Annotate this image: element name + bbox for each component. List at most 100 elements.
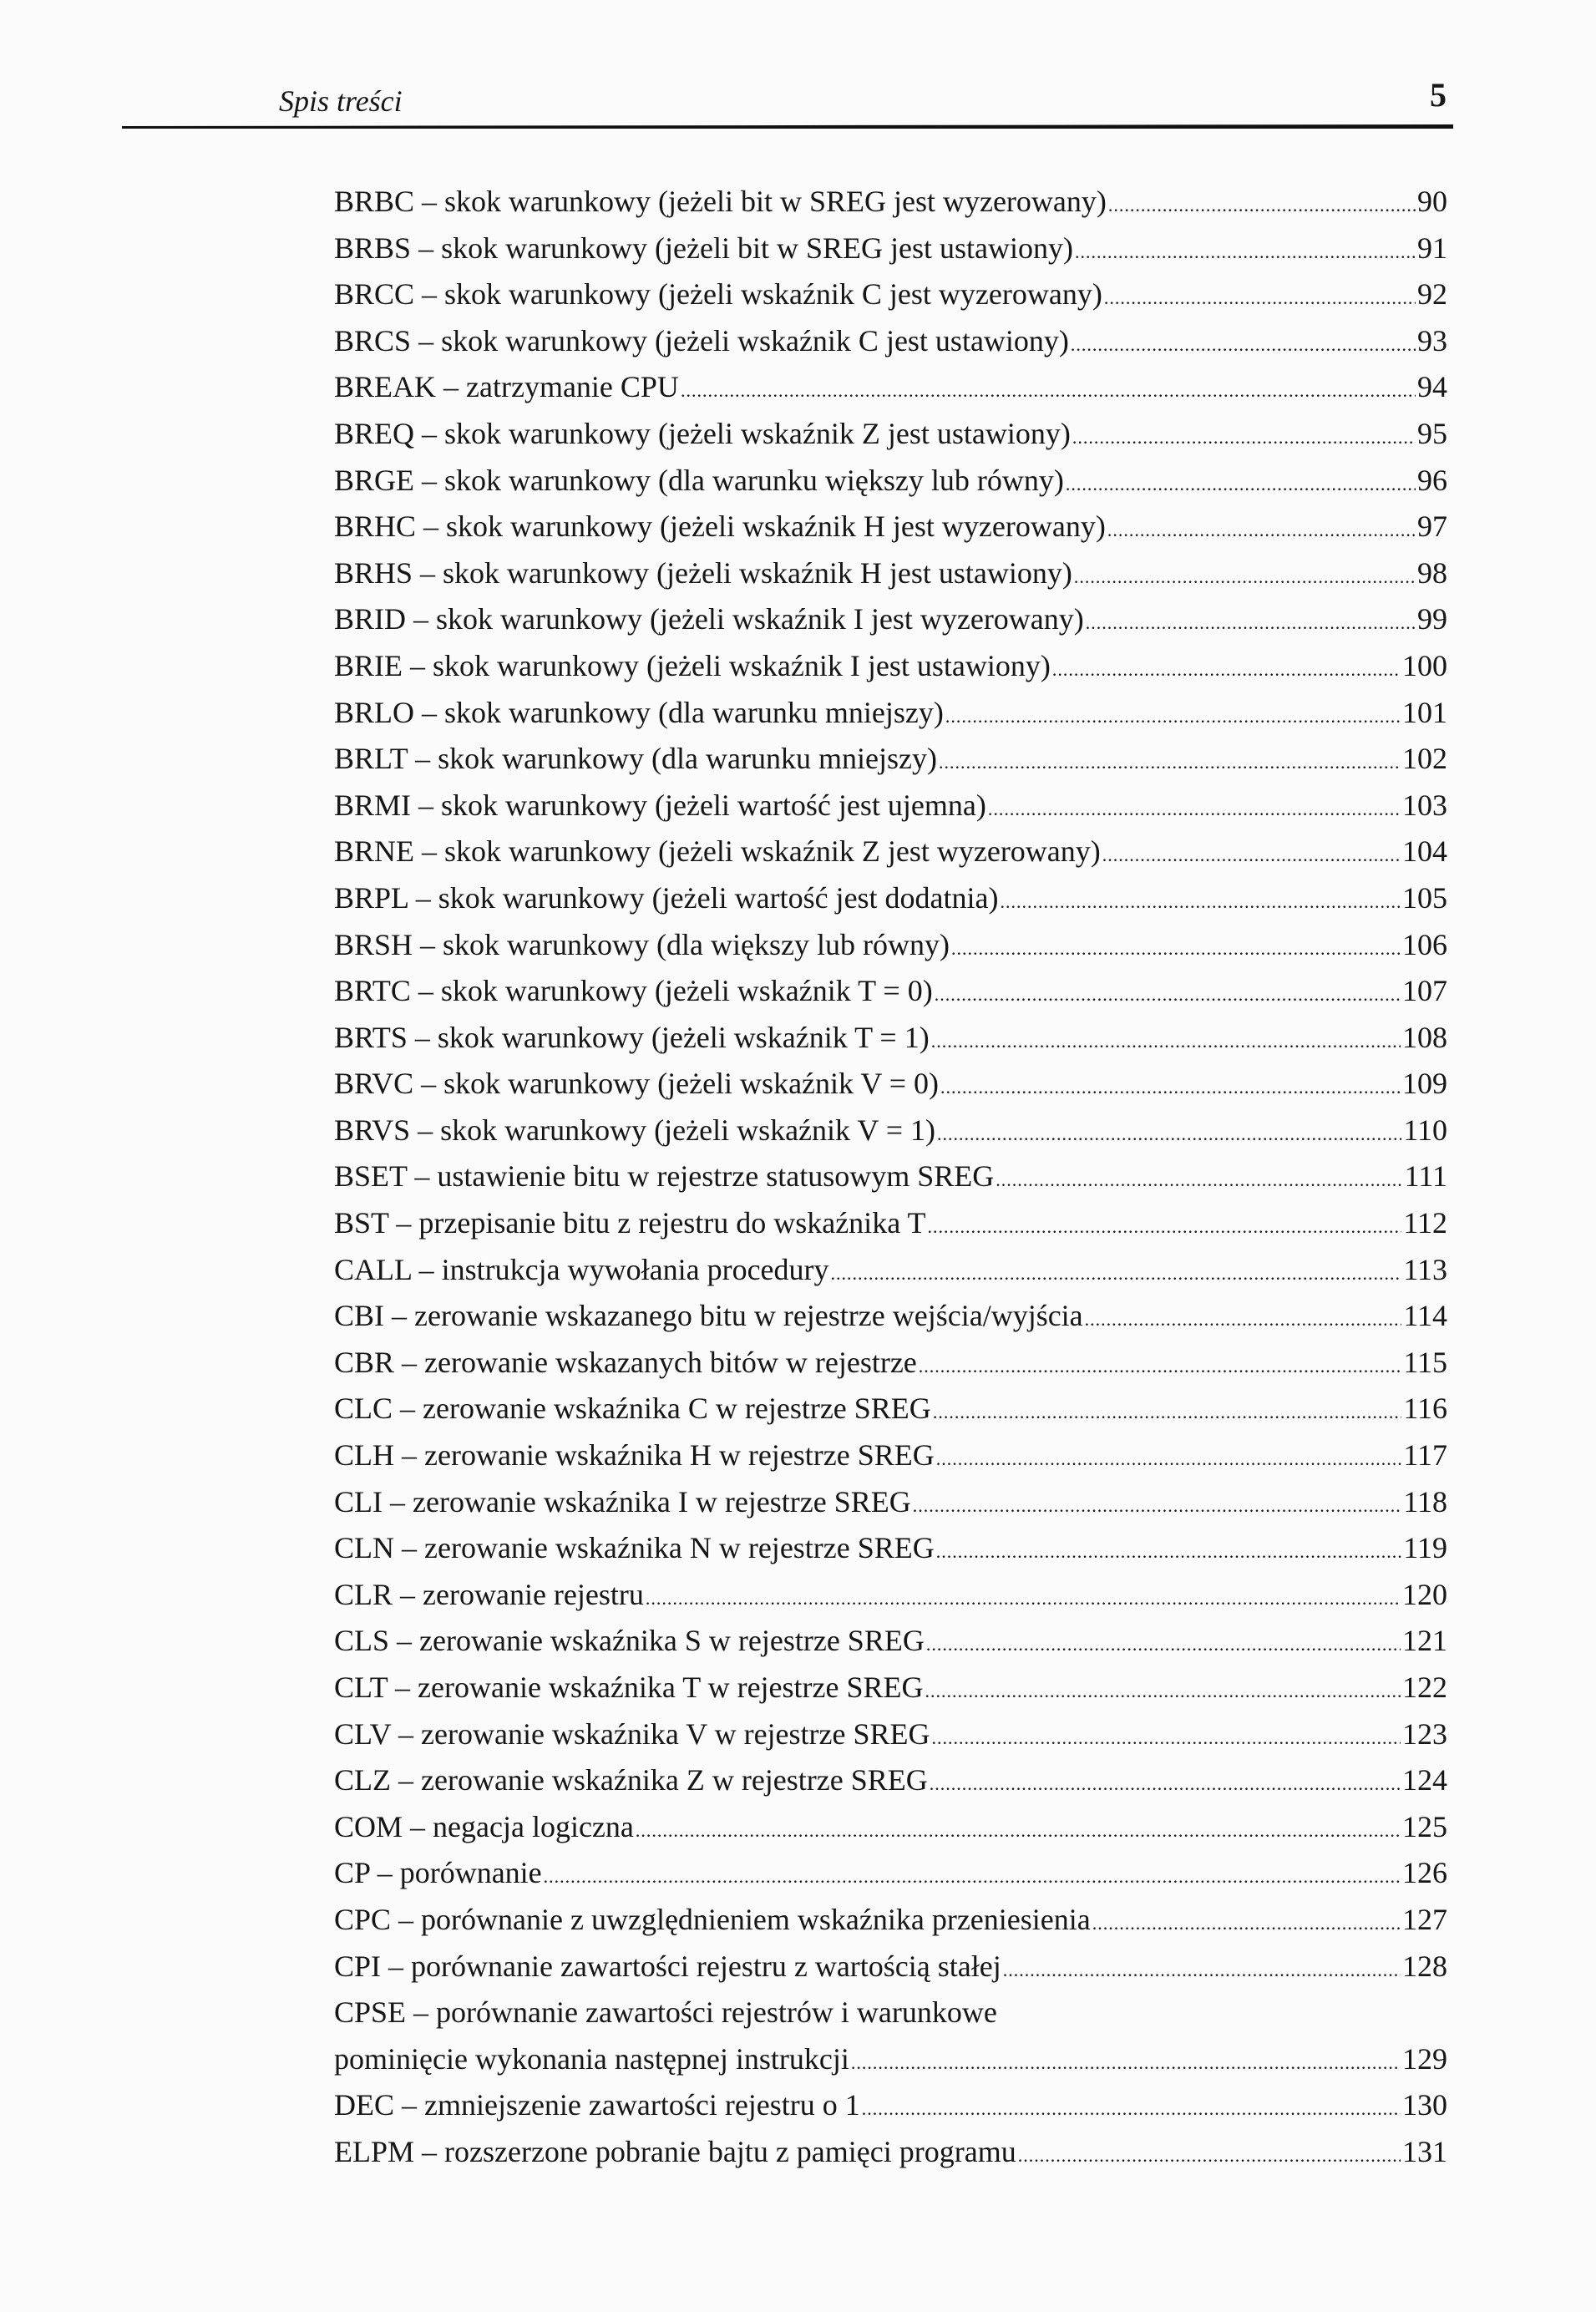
instruction-code: COM — [334, 1809, 403, 1843]
toc-page-number: 112 — [1403, 1206, 1447, 1240]
instruction-code: BRHC — [334, 510, 417, 544]
toc-entry: COM – negacja logiczna 125 — [334, 1804, 1447, 1851]
instruction-code: BRVC — [334, 1067, 414, 1101]
toc-entry: BRNE – skok warunkowy (jeżeli wskaźnik Z… — [334, 829, 1447, 875]
toc-entry-title: BRGE – skok warunkowy (dla warunku więks… — [334, 463, 1064, 497]
toc-page-number: 105 — [1402, 880, 1447, 915]
toc-entry-title: BRHC – skok warunkowy (jeżeli wskaźnik H… — [334, 510, 1106, 544]
instruction-description: skok warunkowy (jeżeli wskaźnik H jest u… — [443, 555, 1072, 590]
instruction-description: skok warunkowy (jeżeli wskaźnik T = 1) — [437, 1020, 930, 1054]
instruction-description: zerowanie wskaźnika S w rejestrze SREG — [419, 1624, 925, 1658]
dot-leader — [928, 1204, 1402, 1250]
toc-entry-title: CLV – zerowanie wskaźnika V w rejestrze … — [334, 1716, 930, 1751]
instruction-description: skok warunkowy (jeżeli wskaźnik T = 0) — [440, 974, 933, 1008]
toc-entry-title: BRTC – skok warunkowy (jeżeli wskaźnik T… — [334, 974, 933, 1008]
toc-page-number: 110 — [1403, 1113, 1447, 1147]
instruction-code: BREAK — [334, 370, 437, 404]
instruction-code: CLI — [334, 1484, 383, 1519]
instruction-description: skok warunkowy (jeżeli wskaźnik V = 1) — [440, 1113, 936, 1147]
toc-entry: BRIE – skok warunkowy (jeżeli wskaźnik I… — [334, 643, 1447, 690]
dot-leader — [1072, 414, 1416, 461]
instruction-code: CLC — [334, 1392, 393, 1426]
instruction-code: BRBC — [334, 185, 415, 218]
toc-entry: BRHS – skok warunkowy (jeżeli wskaźnik H… — [334, 550, 1447, 597]
dot-leader — [933, 1389, 1402, 1436]
toc-entry: BREQ – skok warunkowy (jeżeli wskaźnik Z… — [334, 411, 1447, 458]
toc-entry: DEC – zmniejszenie zawartości rejestru o… — [334, 2082, 1447, 2129]
instruction-description: zerowanie wskaźnika V w rejestrze SREG — [421, 1716, 930, 1751]
dot-leader — [862, 2086, 1401, 2132]
instruction-description-continued: pominięcie wykonania następnej instrukcj… — [334, 2041, 849, 2076]
toc-entry-title: BRHS – skok warunkowy (jeżeli wskaźnik H… — [334, 555, 1072, 590]
instruction-description: skok warunkowy (jeżeli wartość jest doda… — [438, 880, 999, 915]
dot-leader — [931, 1018, 1401, 1065]
toc-entry-title: BRVS – skok warunkowy (jeżeli wskaźnik V… — [334, 1113, 936, 1147]
toc-entry-title: BRNE – skok warunkowy (jeżeli wskaźnik Z… — [334, 834, 1101, 869]
toc-page-number: 127 — [1402, 1902, 1447, 1936]
dot-leader — [1104, 275, 1416, 322]
toc-page-number: 101 — [1402, 695, 1447, 729]
toc-entry-title: COM – negacja logiczna — [334, 1809, 634, 1843]
toc-entry-title: BRLT – skok warunkowy (dla warunku mniej… — [334, 742, 937, 776]
toc-entry-title: BRBC – skok warunkowy (jeżeli bit w SREG… — [334, 185, 1107, 218]
toc-entry: BRLO – skok warunkowy (dla warunku mniej… — [334, 690, 1447, 737]
toc-entry: BRTC – skok warunkowy (jeżeli wskaźnik T… — [334, 968, 1447, 1015]
instruction-code: BRIE — [334, 648, 403, 682]
toc-entry: BRBC – skok warunkowy (jeżeli bit w SREG… — [334, 179, 1447, 226]
instruction-description: zerowanie wskaźnika Z w rejestrze SREG — [421, 1763, 928, 1797]
toc-page-number: 118 — [1403, 1484, 1447, 1519]
toc-entry-title: CP – porównanie — [334, 1856, 542, 1890]
toc-page-number: 107 — [1402, 974, 1447, 1008]
toc-entry-title: BREAK – zatrzymanie CPU — [334, 370, 679, 404]
instruction-code: CP — [334, 1856, 370, 1890]
toc-entry: CPC – porównanie z uwzględnieniem wskaźn… — [334, 1897, 1447, 1944]
toc-page-number: 121 — [1402, 1624, 1447, 1658]
toc-entry-title: BST – przepisanie bitu z rejestru do wsk… — [334, 1206, 926, 1240]
toc-page-number: 120 — [1402, 1577, 1447, 1611]
toc-entry: CLI – zerowanie wskaźnika I w rejestrze … — [334, 1479, 1447, 1526]
toc-entry: BRVS – skok warunkowy (jeżeli wskaźnik V… — [334, 1108, 1447, 1154]
instruction-code: CBR — [334, 1345, 395, 1379]
toc-page-number: 103 — [1402, 788, 1447, 822]
instruction-code: BRLO — [334, 695, 415, 729]
dot-leader — [1085, 1296, 1402, 1343]
dot-leader — [935, 971, 1401, 1018]
toc-entry-title: ELPM – rozszerzone pobranie bajtu z pami… — [334, 2134, 1016, 2168]
toc-entry: BRMI – skok warunkowy (jeżeli wartość je… — [334, 783, 1447, 829]
toc-entry-title: BSET – ustawienie bitu w rejestrze statu… — [334, 1159, 995, 1194]
toc-page-number: 109 — [1402, 1067, 1447, 1101]
dot-leader — [937, 1111, 1401, 1158]
toc-entry: BRTS – skok warunkowy (jeżeli wskaźnik T… — [334, 1015, 1447, 1062]
toc-page-number: 100 — [1402, 648, 1447, 682]
toc-entry-title: CLI – zerowanie wskaźnika I w rejestrze … — [334, 1484, 911, 1519]
instruction-description: zerowanie wskazanego bitu w rejestrze we… — [414, 1299, 1083, 1333]
toc-page-number: 104 — [1402, 834, 1447, 869]
dot-leader — [919, 1343, 1402, 1390]
instruction-code: BSET — [334, 1159, 408, 1194]
instruction-description: zerowanie wskaźnika N w rejestrze SREG — [424, 1531, 935, 1565]
toc-page-number: 102 — [1402, 742, 1447, 776]
instruction-code: BRPL — [334, 880, 408, 915]
dot-leader — [945, 693, 1401, 740]
toc-entry-title: BREQ – skok warunkowy (jeżeli wskaźnik Z… — [334, 416, 1071, 450]
dot-leader — [1018, 2132, 1401, 2179]
toc-page-number: 91 — [1417, 231, 1447, 265]
dot-leader — [932, 1715, 1401, 1762]
toc-entry: BRSH – skok warunkowy (dla większy lub r… — [334, 922, 1447, 969]
toc-entry: CBI – zerowanie wskazanego bitu w rejest… — [334, 1293, 1447, 1340]
toc-entry: BRGE – skok warunkowy (dla warunku więks… — [334, 458, 1447, 504]
toc-page-number: 122 — [1402, 1671, 1447, 1704]
instruction-code: BRTC — [334, 974, 411, 1008]
dot-leader — [1074, 554, 1416, 601]
toc-page-number: 116 — [1403, 1392, 1447, 1426]
dot-leader — [1003, 1947, 1401, 1994]
table-of-contents: BRBC – skok warunkowy (jeżeli bit w SREG… — [334, 179, 1447, 2176]
instruction-code: BRMI — [334, 788, 412, 822]
instruction-code: CALL — [334, 1252, 412, 1286]
toc-entry: CLH – zerowanie wskaźnika H w rejestrze … — [334, 1432, 1447, 1479]
toc-entry: BRVC – skok warunkowy (jeżeli wskaźnik V… — [334, 1061, 1447, 1108]
toc-entry: CLC – zerowanie wskaźnika C w rejestrze … — [334, 1386, 1447, 1432]
instruction-code: BRTS — [334, 1020, 408, 1054]
toc-page-number: 106 — [1402, 927, 1447, 961]
instruction-code: BRBS — [334, 231, 412, 265]
